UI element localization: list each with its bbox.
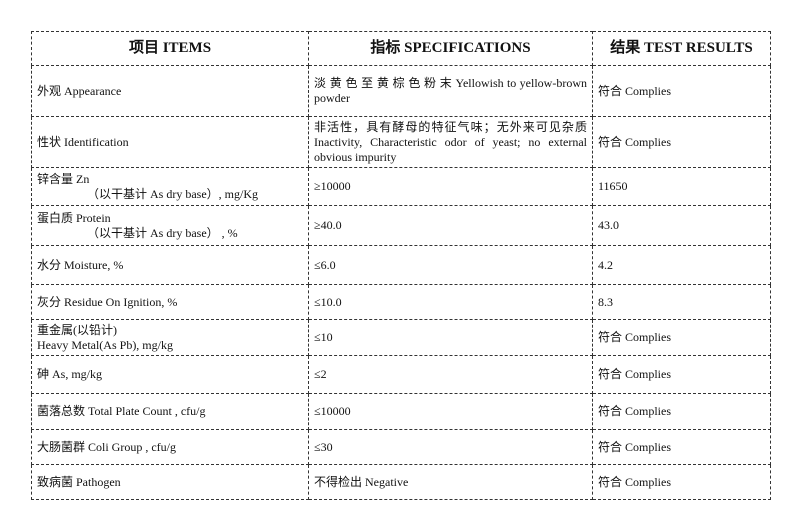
item-cell: 性状 Identification xyxy=(31,116,309,168)
spec-cell: ≤10 xyxy=(308,319,593,356)
spec-cell: ≤2 xyxy=(308,355,593,394)
spec-cell: ≥40.0 xyxy=(308,205,593,246)
item-cell: 灰分 Residue On Ignition, % xyxy=(31,284,309,320)
item-cell: 锌含量 Zn （以干基计 As dry base）, mg/Kg xyxy=(31,167,309,206)
item-label: 外观 Appearance xyxy=(37,83,122,98)
table-row: 菌落总数 Total Plate Count , cfu/g ≤10000 符合… xyxy=(31,393,771,430)
table-row: 锌含量 Zn （以干基计 As dry base）, mg/Kg ≥10000 1… xyxy=(31,167,771,206)
item-label: 灰分 Residue On Ignition, % xyxy=(37,294,178,309)
item-cell: 蛋白质 Protein （以干基计 As dry base） , % xyxy=(31,205,309,246)
item-cell: 大肠菌群 Coli Group , cfu/g xyxy=(31,429,309,465)
result-cell: 符合 Complies xyxy=(592,65,771,117)
item-sublabel: （以干基计 As dry base） , % xyxy=(87,225,238,240)
item-label: 大肠菌群 Coli Group , cfu/g xyxy=(37,439,176,454)
table-row: 砷 As, mg/kg ≤2 符合 Complies xyxy=(31,355,771,394)
item-cell: 砷 As, mg/kg xyxy=(31,355,309,394)
test-results-table: 项目 ITEMS 指标 SPECIFICATIONS 结果 TEST RESUL… xyxy=(31,31,771,500)
table-row: 致病菌 Pathogen 不得检出 Negative 符合 Complies xyxy=(31,464,771,500)
header-items: 项目 ITEMS xyxy=(31,31,309,66)
table-row: 水分 Moisture, % ≤6.0 4.2 xyxy=(31,245,771,285)
item-label: 水分 Moisture, % xyxy=(37,257,124,272)
item-cell: 水分 Moisture, % xyxy=(31,245,309,285)
table-row: 性状 Identification 非活性，具有酵母的特征气味；无外来可见杂质 … xyxy=(31,116,771,168)
item-cell: 重金属(以铅计) Heavy Metal(As Pb), mg/kg xyxy=(31,319,309,356)
result-cell: 符合 Complies xyxy=(592,116,771,168)
spec-cell: ≤10000 xyxy=(308,393,593,430)
item-sublabel: Heavy Metal(As Pb), mg/kg xyxy=(37,337,173,352)
item-cell: 致病菌 Pathogen xyxy=(31,464,309,500)
item-label: 重金属(以铅计) xyxy=(37,322,117,337)
header-row: 项目 ITEMS 指标 SPECIFICATIONS 结果 TEST RESUL… xyxy=(31,31,771,66)
result-cell: 4.2 xyxy=(592,245,771,285)
item-cell: 外观 Appearance xyxy=(31,65,309,117)
item-label: 砷 As, mg/kg xyxy=(37,367,103,381)
table-row: 灰分 Residue On Ignition, % ≤10.0 8.3 xyxy=(31,284,771,320)
table-row: 大肠菌群 Coli Group , cfu/g ≤30 符合 Complies xyxy=(31,429,771,465)
table-row: 重金属(以铅计) Heavy Metal(As Pb), mg/kg ≤10 符合… xyxy=(31,319,771,356)
spec-cell: ≥10000 xyxy=(308,167,593,206)
spec-cell: ≤6.0 xyxy=(308,245,593,285)
item-label: 蛋白质 Protein xyxy=(37,210,111,225)
spec-cell: ≤30 xyxy=(308,429,593,465)
item-label: 致病菌 Pathogen xyxy=(37,474,121,489)
item-sublabel: （以干基计 As dry base）, mg/Kg xyxy=(87,186,258,201)
header-results: 结果 TEST RESULTS xyxy=(592,31,771,66)
result-cell: 8.3 xyxy=(592,284,771,320)
table-row: 外观 Appearance 淡 黄 色 至 黄 棕 色 粉 末 Yellowis… xyxy=(31,65,771,117)
header-specifications: 指标 SPECIFICATIONS xyxy=(308,31,593,66)
spec-cell: 淡 黄 色 至 黄 棕 色 粉 末 Yellowish to yellow-br… xyxy=(308,65,593,117)
item-label: 锌含量 Zn xyxy=(37,171,90,186)
item-label: 性状 Identification xyxy=(37,134,129,149)
result-cell: 符合 Complies xyxy=(592,393,771,430)
result-cell: 符合 Complies xyxy=(592,319,771,356)
item-cell: 菌落总数 Total Plate Count , cfu/g xyxy=(31,393,309,430)
spec-cell: 不得检出 Negative xyxy=(308,464,593,500)
result-cell: 符合 Complies xyxy=(592,429,771,465)
result-cell: 11650 xyxy=(592,167,771,206)
result-cell: 43.0 xyxy=(592,205,771,246)
result-cell: 符合 Complies xyxy=(592,464,771,500)
item-label: 菌落总数 Total Plate Count , cfu/g xyxy=(37,404,206,418)
result-cell: 符合 Complies xyxy=(592,355,771,394)
spec-cell: 非活性，具有酵母的特征气味；无外来可见杂质 Inactivity, Charac… xyxy=(308,116,593,168)
table-row: 蛋白质 Protein （以干基计 As dry base） , % ≥40.0 … xyxy=(31,205,771,246)
spec-cell: ≤10.0 xyxy=(308,284,593,320)
